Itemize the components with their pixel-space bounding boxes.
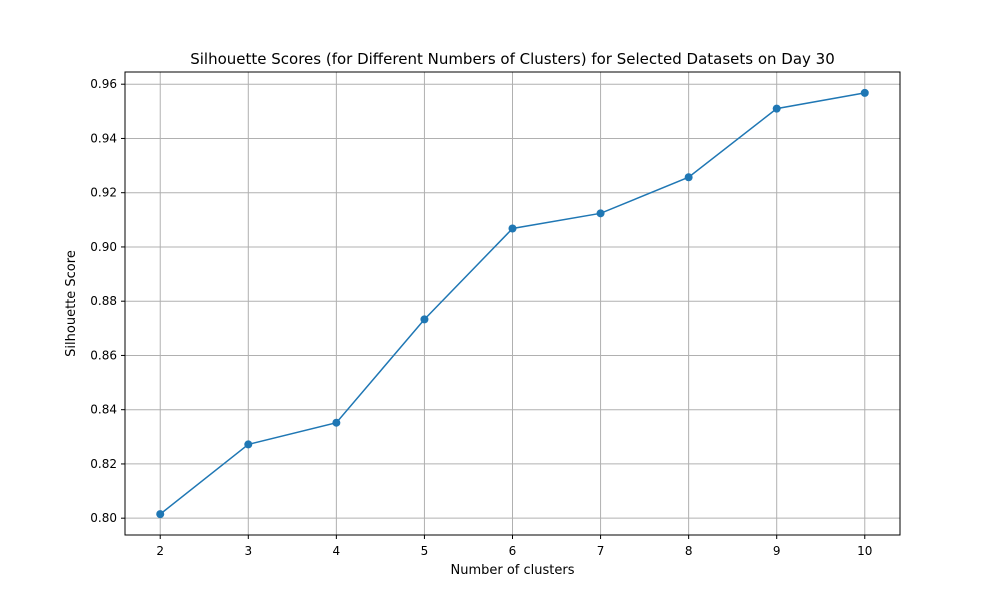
data-point [420,315,429,324]
y-tick-label: 0.90 [90,240,117,254]
x-tick-label: 3 [244,544,252,558]
y-tick-label: 0.82 [90,457,117,471]
x-axis: 2 3 4 5 6 7 8 9 10 [156,535,872,558]
grid [125,72,900,535]
x-tick-label: 7 [597,544,605,558]
y-tick-label: 0.96 [90,77,117,91]
y-tick-label: 0.88 [90,294,117,308]
data-point [332,418,341,427]
y-tick-label: 0.94 [90,131,117,145]
y-axis-label: Silhouette Score [64,250,79,357]
chart-title: Silhouette Scores (for Different Numbers… [190,50,835,68]
x-tick-label: 2 [156,544,164,558]
data-point [156,510,165,519]
x-axis-label: Number of clusters [450,563,574,578]
x-tick-label: 8 [685,544,693,558]
x-tick-label: 4 [333,544,341,558]
y-tick-label: 0.84 [90,403,117,417]
x-tick-label: 6 [509,544,517,558]
data-point [772,104,781,113]
data-point [244,440,253,449]
data-point [508,224,517,233]
data-point [596,209,605,218]
y-tick-label: 0.80 [90,511,117,525]
y-tick-label: 0.86 [90,348,117,362]
y-axis: 0.80 0.82 0.84 0.86 0.88 0.90 0.92 0.94 0.96 [90,77,125,525]
series-layer [156,88,869,519]
data-point [860,88,869,97]
y-tick-label: 0.92 [90,186,117,200]
x-tick-label: 9 [773,544,781,558]
data-point [684,173,693,182]
x-tick-label: 10 [857,544,872,558]
x-tick-label: 5 [421,544,429,558]
